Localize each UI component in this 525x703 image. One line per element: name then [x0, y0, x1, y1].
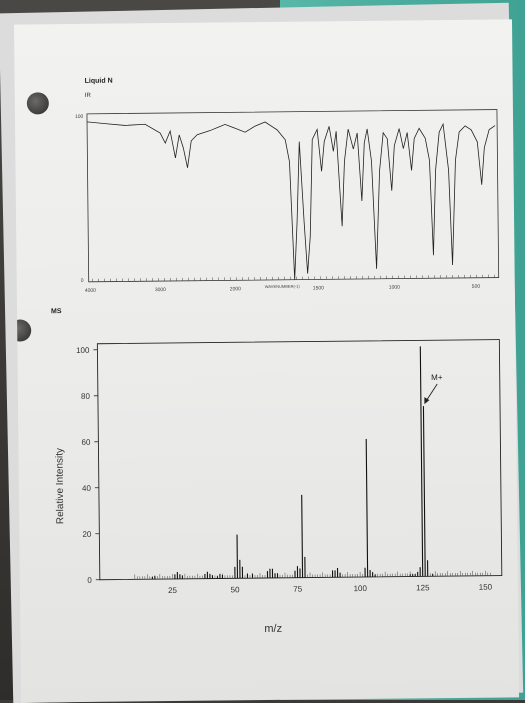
ms-x-tick-label: 75: [293, 585, 303, 594]
ms-y-axis: 0 20 40 60 80 100: [76, 346, 100, 585]
ms-y-tick-label: 60: [81, 438, 91, 447]
ms-peak-bar: [302, 495, 303, 578]
ir-x-tick-4000: 4000: [85, 288, 96, 294]
ms-peaks: [150, 346, 433, 579]
ir-x-tick-3000: 3000: [155, 287, 166, 293]
ms-x-axis: 25 50 75 100 125 150: [135, 571, 493, 596]
ms-y-axis-label: Relative Intensity: [54, 448, 66, 524]
molecular-ion-arrowhead: [424, 397, 429, 404]
ir-transmittance-trace: [87, 118, 497, 282]
ir-y-tick-top: 100: [75, 114, 84, 120]
ms-peak-bar: [423, 406, 425, 576]
mass-spectrum-chart: 0 20 40 60 80 100 25 50 75 100 125 150 m/z Relativ…: [17, 319, 519, 664]
ir-y-tick-bottom: 0: [81, 278, 84, 284]
molecular-ion-label: M+: [431, 373, 443, 382]
molecular-ion-annotation: M+: [424, 373, 443, 404]
paper-sheet: Liquid N IR 100 0 4000 3000 2000 1500 10…: [14, 19, 519, 702]
ir-x-tick-500: 500: [472, 284, 481, 290]
ms-peak-bar: [420, 346, 422, 576]
ir-x-axis-label: WAVENUMBER(-1): [265, 284, 301, 289]
ms-label: MS: [51, 308, 62, 315]
ir-plot-frame: [87, 110, 499, 282]
ms-x-tick-label: 100: [354, 584, 368, 593]
ms-y-tick-label: 100: [76, 346, 90, 355]
ms-y-tick-label: 40: [82, 484, 92, 493]
ir-x-tick-1500: 1500: [313, 285, 324, 291]
ir-spectrum-chart: 100 0 4000 3000 2000 1500 1000 500 WAVEN…: [14, 19, 515, 344]
ms-x-axis-label: m/z: [264, 623, 282, 635]
ir-x-tick-1000: 1000: [389, 285, 400, 291]
ms-x-tick-label: 25: [168, 586, 178, 595]
ms-y-tick-label: 0: [87, 576, 92, 585]
ir-x-tick-2000: 2000: [230, 286, 241, 292]
ms-y-tick-label: 80: [81, 392, 91, 401]
ms-x-tick-label: 50: [231, 585, 241, 594]
ms-x-tick-label: 150: [479, 583, 493, 592]
ms-peak-bar: [366, 439, 367, 577]
ms-y-tick-label: 20: [82, 530, 92, 539]
ms-x-tick-label: 125: [416, 583, 430, 592]
